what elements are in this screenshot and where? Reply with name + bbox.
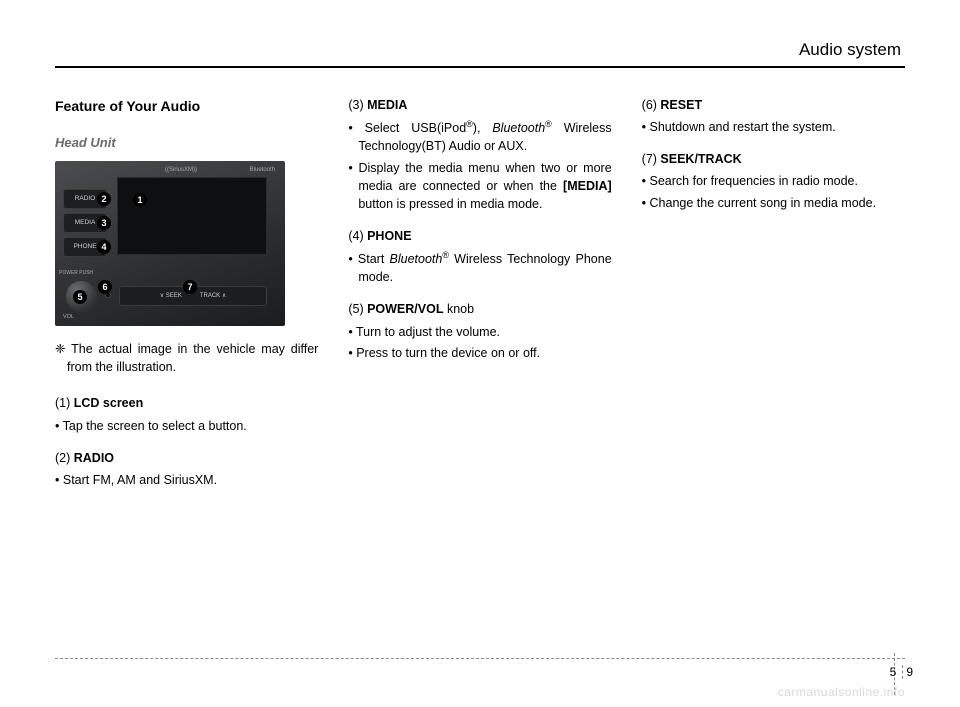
footer-rule (55, 658, 905, 659)
page-number-value: 9 (906, 665, 913, 679)
item-7-num: (7) (642, 152, 661, 166)
head-unit-illustration: ((SiriusXM)) Bluetooth RADIO MEDIA PHONE… (55, 161, 285, 326)
item-3-label: MEDIA (367, 98, 407, 112)
hu-lcd-screen (117, 177, 267, 255)
column-2: (3) MEDIA Select USB(iPod®), Bluetooth® … (348, 96, 611, 492)
hu-label-bt: Bluetooth (250, 166, 275, 175)
item-5-label: POWER/VOL (367, 302, 443, 316)
item-6-bullet-1: Shutdown and restart the system. (642, 118, 905, 136)
item-4-head: (4) PHONE (348, 227, 611, 245)
callout-4: 4 (97, 240, 111, 254)
item-6-num: (6) (642, 98, 661, 112)
hu-vol-label: VOL (63, 314, 74, 322)
header-rule (55, 66, 905, 68)
item-2-label: RADIO (74, 451, 114, 465)
item-4-num: (4) (348, 229, 367, 243)
item-3-bullet-2: Display the media menu when two or more … (348, 159, 611, 213)
item-7-bullet-2: Change the current song in media mode. (642, 194, 905, 212)
item-7-head: (7) SEEK/TRACK (642, 150, 905, 168)
item-2-bullet-1: Start FM, AM and SiriusXM. (55, 471, 318, 489)
page-header: Audio system (55, 40, 905, 60)
item-6-bullets: Shutdown and restart the system. (642, 118, 905, 136)
item-6-head: (6) RESET (642, 96, 905, 114)
hu-label-sirius: ((SiriusXM)) (165, 166, 197, 175)
subsection-title: Head Unit (55, 134, 318, 153)
item-7-label: SEEK/TRACK (660, 152, 741, 166)
watermark: carmanualsonline.info (778, 685, 905, 699)
item-3-bullets: Select USB(iPod®), Bluetooth® Wireless T… (348, 118, 611, 213)
item-2-num: (2) (55, 451, 74, 465)
callout-2: 2 (97, 192, 111, 206)
header-title: Audio system (799, 40, 901, 59)
item-1-label: LCD screen (74, 396, 143, 410)
item-5-suffix: knob (443, 302, 474, 316)
item-5-bullets: Turn to adjust the volume. Press to turn… (348, 323, 611, 362)
item-1-bullet-1: Tap the screen to select a button. (55, 417, 318, 435)
item-4-bullets: Start Bluetooth® Wireless Technology Pho… (348, 249, 611, 286)
image-disclaimer: ❈ The actual image in the vehicle may di… (55, 340, 318, 376)
item-7-bullet-1: Search for frequencies in radio mode. (642, 172, 905, 190)
item-6-label: RESET (660, 98, 702, 112)
item-1-head: (1) LCD screen (55, 394, 318, 412)
column-1: Feature of Your Audio Head Unit ((Sirius… (55, 96, 318, 492)
item-2-head: (2) RADIO (55, 449, 318, 467)
item-4-label: PHONE (367, 229, 411, 243)
hu-track-label: TRACK ∧ (200, 292, 226, 301)
hu-seek-label: ∨ SEEK (160, 292, 182, 301)
callout-3: 3 (97, 216, 111, 230)
item-5-bullet-1: Turn to adjust the volume. (348, 323, 611, 341)
item-3-num: (3) (348, 98, 367, 112)
column-3: (6) RESET Shutdown and restart the syste… (642, 96, 905, 492)
item-1-bullets: Tap the screen to select a button. (55, 417, 318, 435)
chapter-number: 5 (890, 665, 904, 679)
item-3-head: (3) MEDIA (348, 96, 611, 114)
item-3-bullet-1: Select USB(iPod®), Bluetooth® Wireless T… (348, 118, 611, 155)
page-number: 59 (890, 665, 913, 679)
item-5-num: (5) (348, 302, 367, 316)
section-title: Feature of Your Audio (55, 96, 318, 116)
item-5-bullet-2: Press to turn the device on or off. (348, 344, 611, 362)
item-5-head: (5) POWER/VOL knob (348, 300, 611, 318)
hu-power-label: POWER PUSH (59, 271, 93, 276)
content-columns: Feature of Your Audio Head Unit ((Sirius… (55, 96, 905, 492)
item-1-num: (1) (55, 396, 74, 410)
item-2-bullets: Start FM, AM and SiriusXM. (55, 471, 318, 489)
item-4-bullet-1: Start Bluetooth® Wireless Technology Pho… (348, 249, 611, 286)
item-7-bullets: Search for frequencies in radio mode. Ch… (642, 172, 905, 211)
